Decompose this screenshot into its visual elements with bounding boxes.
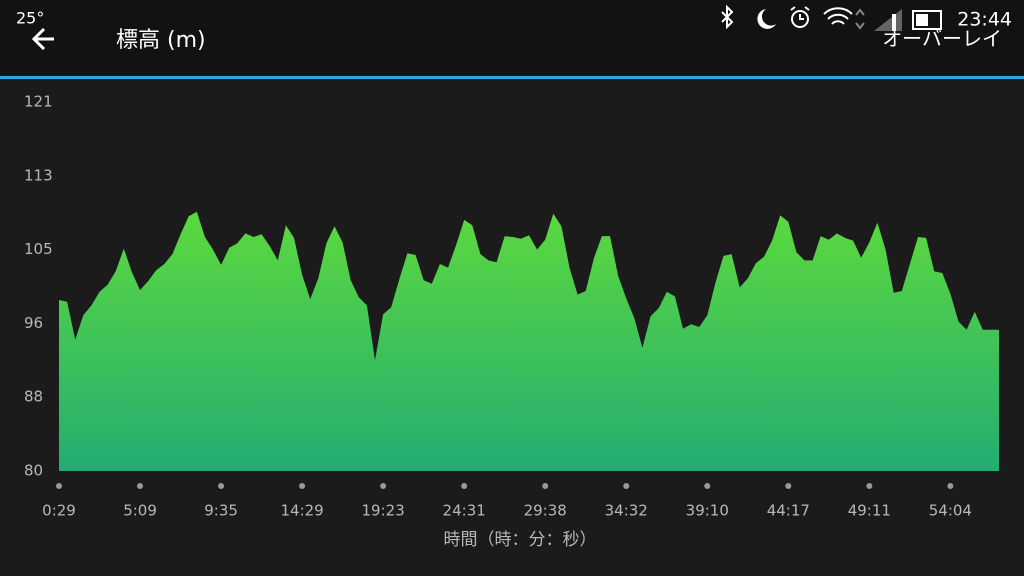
header-divider	[0, 76, 1024, 79]
x-tick-label: 29:38	[524, 502, 567, 520]
alarm-hands	[790, 6, 810, 20]
wifi-icon	[823, 7, 853, 25]
x-tick-dot	[542, 483, 549, 489]
x-tick-dot	[137, 483, 144, 489]
x-tick-dot	[461, 483, 468, 489]
header-bar	[0, 0, 1024, 76]
x-tick-label: 39:10	[686, 502, 729, 520]
status-time: 23:44	[957, 9, 1012, 31]
y-tick-label: 88	[24, 388, 43, 406]
x-tick-label: 14:29	[280, 502, 323, 520]
alarm-icon	[791, 10, 809, 28]
signal-bar	[892, 14, 896, 31]
x-tick-dot	[56, 483, 62, 489]
x-tick-dot	[866, 483, 873, 489]
x-tick-label: 49:11	[848, 502, 891, 520]
y-tick-label: 105	[24, 240, 53, 258]
back-button[interactable]	[31, 27, 54, 51]
x-tick-label: 34:32	[605, 502, 648, 520]
x-tick-dot	[704, 483, 711, 489]
x-tick-dot	[218, 483, 225, 489]
bluetooth-icon	[721, 4, 734, 30]
x-tick-dot	[785, 483, 792, 489]
status-icons	[721, 4, 942, 31]
elevation-area	[59, 211, 999, 472]
x-tick-dot	[947, 483, 954, 489]
y-tick-label: 96	[24, 314, 43, 332]
battery-outline	[912, 10, 942, 30]
wifi-arrows	[855, 8, 865, 30]
x-tick-dot	[380, 483, 387, 489]
x-tick-label: 54:04	[929, 502, 972, 520]
moon-icon	[757, 9, 776, 29]
x-tick-label: 19:23	[362, 502, 405, 520]
overlay-button[interactable]: オーバーレイ	[882, 27, 1002, 51]
x-tick-label: 9:35	[204, 502, 238, 520]
y-tick-label: 121	[24, 93, 53, 111]
y-tick-label: 80	[24, 462, 43, 480]
status-temperature: 25°	[16, 9, 44, 28]
x-tick-label: 5:09	[123, 502, 157, 520]
x-tick-dot	[299, 483, 306, 489]
header-title: 標高 (m)	[116, 28, 206, 53]
x-tick-dot	[623, 483, 630, 489]
x-tick-label: 44:17	[767, 502, 810, 520]
x-tick-label: 0:29	[42, 502, 76, 520]
battery-level	[916, 14, 928, 26]
x-tick-label: 24:31	[443, 502, 486, 520]
y-tick-label: 113	[24, 166, 53, 184]
x-axis-title: 時間（時：分：秒）	[444, 530, 597, 550]
